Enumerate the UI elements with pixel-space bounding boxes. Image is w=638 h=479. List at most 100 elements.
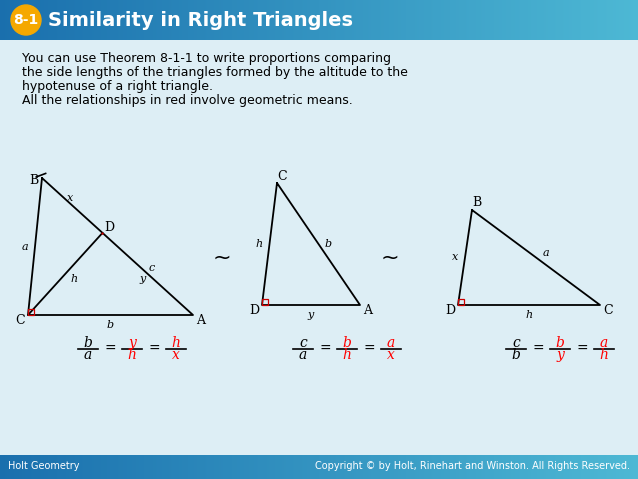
Text: a: a	[299, 348, 307, 362]
Bar	[93, 455, 94, 479]
Bar	[87, 455, 88, 479]
Bar	[321, 0, 322, 40]
Bar	[434, 455, 435, 479]
Bar	[611, 455, 612, 479]
Text: h: h	[128, 348, 137, 362]
Bar	[211, 0, 212, 40]
Bar	[43, 0, 44, 40]
Bar	[141, 455, 142, 479]
Bar	[386, 455, 387, 479]
Bar	[532, 455, 533, 479]
Bar	[3, 455, 4, 479]
Bar	[440, 455, 441, 479]
Bar	[550, 455, 551, 479]
Bar	[395, 0, 396, 40]
Bar	[193, 455, 194, 479]
Bar	[75, 0, 76, 40]
Bar	[503, 455, 504, 479]
Bar	[151, 0, 152, 40]
Bar	[352, 455, 353, 479]
Bar	[345, 455, 346, 479]
Bar	[630, 455, 631, 479]
Bar	[416, 455, 417, 479]
Bar	[234, 0, 235, 40]
Bar	[74, 455, 75, 479]
Bar	[595, 455, 596, 479]
Bar	[364, 455, 365, 479]
Bar	[555, 455, 556, 479]
Bar	[606, 0, 607, 40]
Bar	[543, 455, 544, 479]
Bar	[41, 0, 42, 40]
Bar	[5, 455, 6, 479]
Bar	[625, 455, 626, 479]
Bar	[238, 455, 239, 479]
Bar	[176, 0, 177, 40]
Bar	[579, 455, 580, 479]
Bar	[477, 455, 478, 479]
Bar	[633, 0, 634, 40]
Bar	[140, 0, 141, 40]
Bar	[123, 0, 124, 40]
Bar	[70, 455, 71, 479]
Bar	[174, 0, 175, 40]
Bar	[400, 0, 401, 40]
Bar	[250, 455, 251, 479]
Bar	[101, 455, 102, 479]
Bar	[537, 0, 538, 40]
Bar	[327, 0, 328, 40]
Bar	[345, 0, 346, 40]
Bar	[10, 0, 11, 40]
Bar	[634, 0, 635, 40]
Bar	[356, 455, 357, 479]
Bar	[402, 0, 403, 40]
Bar	[79, 455, 80, 479]
Bar	[498, 0, 499, 40]
Bar	[382, 455, 383, 479]
Bar	[427, 0, 428, 40]
Bar	[94, 455, 95, 479]
Bar	[500, 0, 501, 40]
Bar	[341, 0, 342, 40]
Bar	[590, 455, 591, 479]
Bar	[278, 455, 279, 479]
Text: D: D	[445, 305, 455, 318]
Bar	[110, 0, 111, 40]
Bar	[602, 455, 603, 479]
Bar	[505, 0, 506, 40]
Bar	[459, 455, 460, 479]
Bar	[68, 455, 69, 479]
Bar	[369, 455, 370, 479]
Bar	[47, 0, 48, 40]
Bar	[619, 0, 620, 40]
Bar	[461, 0, 462, 40]
Bar	[564, 0, 565, 40]
Bar	[338, 455, 339, 479]
Bar	[82, 0, 83, 40]
Bar	[352, 0, 353, 40]
Bar	[266, 455, 267, 479]
Bar	[0, 455, 1, 479]
Bar	[337, 0, 338, 40]
Bar	[425, 455, 426, 479]
Bar	[288, 455, 289, 479]
Bar	[188, 0, 189, 40]
Text: y: y	[556, 348, 564, 362]
Bar	[515, 455, 516, 479]
Bar	[35, 455, 36, 479]
Bar	[313, 455, 314, 479]
Bar	[560, 0, 561, 40]
Bar	[164, 0, 165, 40]
Bar	[235, 455, 236, 479]
Bar	[499, 455, 500, 479]
Text: C: C	[277, 170, 287, 182]
Bar	[122, 455, 123, 479]
Bar	[450, 0, 451, 40]
Bar	[254, 455, 255, 479]
Bar	[476, 455, 477, 479]
Bar	[419, 0, 420, 40]
Bar	[562, 0, 563, 40]
Bar	[119, 455, 120, 479]
Bar	[587, 455, 588, 479]
Bar	[255, 455, 256, 479]
